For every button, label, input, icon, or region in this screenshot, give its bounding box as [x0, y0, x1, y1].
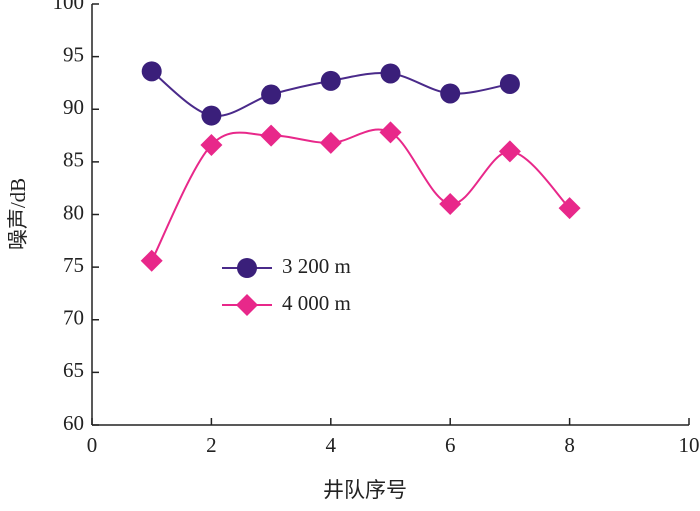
- x-axis-label: 井队序号: [323, 478, 407, 502]
- data-point: [261, 84, 282, 105]
- y-tick-label: 90: [63, 95, 84, 119]
- x-tick-label: 6: [445, 433, 456, 457]
- data-point: [201, 105, 222, 126]
- y-tick-label: 80: [63, 200, 84, 224]
- data-point: [499, 73, 520, 94]
- x-tick-label: 8: [564, 433, 575, 457]
- data-point: [140, 249, 163, 272]
- y-tick-label: 100: [53, 0, 85, 14]
- x-tick-label: 0: [87, 433, 98, 457]
- data-point: [141, 61, 162, 82]
- y-axis-label: 噪声/dB: [6, 178, 30, 250]
- data-point: [319, 131, 342, 154]
- y-tick-label: 70: [63, 306, 84, 330]
- data-point: [260, 124, 283, 147]
- data-point: [200, 134, 223, 157]
- x-tick-label: 2: [206, 433, 217, 457]
- legend-marker: [236, 294, 258, 316]
- legend-label: 4 000 m: [282, 291, 351, 315]
- y-tick-label: 65: [63, 358, 84, 382]
- data-point: [498, 140, 521, 163]
- y-tick-label: 95: [63, 42, 84, 66]
- data-point: [380, 63, 401, 84]
- y-tick-label: 75: [63, 253, 84, 277]
- data-point: [558, 197, 581, 220]
- legend-label: 3 200 m: [282, 254, 351, 278]
- y-tick-label: 60: [63, 411, 84, 435]
- data-point: [320, 70, 341, 91]
- data-point: [379, 121, 402, 144]
- data-point: [440, 83, 461, 104]
- y-tick-label: 85: [63, 148, 84, 172]
- legend-marker: [237, 258, 257, 278]
- x-tick-label: 10: [679, 433, 700, 457]
- x-tick-label: 4: [326, 433, 337, 457]
- data-point: [439, 192, 462, 215]
